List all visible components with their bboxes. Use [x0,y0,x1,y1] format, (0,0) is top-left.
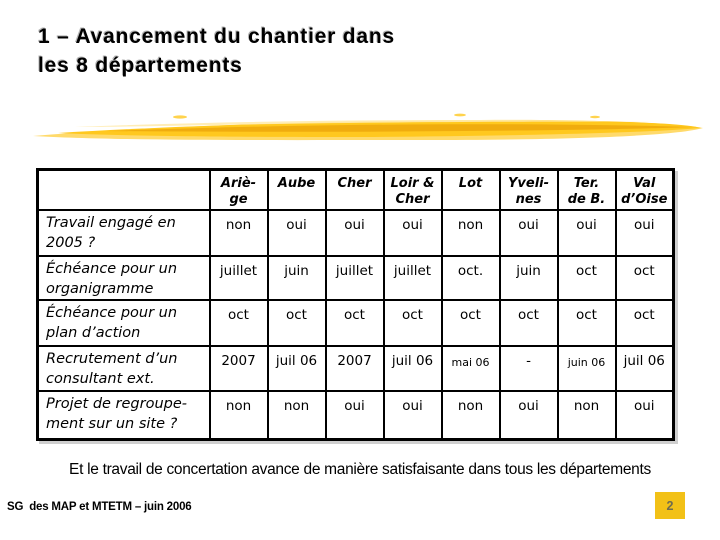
status-cell: juin 06 [556,345,617,392]
status-cell: oui [324,209,385,257]
table-row: Échéance pour un organigramme juillet juin… [36,255,675,301]
status-cell: non [208,209,269,257]
status-cell: mai 06 [440,345,501,392]
table-header-row: Ariè- ge Aube Cher Loir & Cher Lot Yveli- nes… [36,168,675,211]
status-cell: juillet [382,255,443,301]
row-label: Échéance pour un organigramme [36,255,211,301]
status-cell: oui [556,209,617,257]
brush-stroke-divider [33,113,703,141]
status-cell: oct [440,299,501,347]
status-cell: juin [266,255,327,301]
status-cell: 2007 [208,345,269,392]
status-cell: - [498,345,559,392]
page-number: 2 [666,498,674,513]
status-cell: oct [614,255,675,301]
row-label: Projet de regroupe- ment sur un site ? [36,390,211,440]
column-header: Ariè- ge [208,168,269,211]
status-cell: oct [324,299,385,347]
department-status-table: Ariè- ge Aube Cher Loir & Cher Lot Yveli- nes… [36,168,675,441]
status-cell: oct. [440,255,501,301]
status-cell: juillet [324,255,385,301]
footer-text: SG des MAP et MTETM – juin 2006 [7,501,192,513]
column-header: Aube [266,168,327,211]
closing-note: Et le travail de concertation avance de … [69,461,651,478]
table-row: Travail engagé en 2005 ? non oui oui oui non o… [36,209,675,257]
status-cell: oui [614,209,675,257]
status-cell: oui [614,390,675,440]
column-header: Loir & Cher [382,168,443,211]
row-label: Échéance pour un plan d’action [36,299,211,347]
table-corner-cell [36,168,211,211]
row-label: Travail engagé en 2005 ? [36,209,211,257]
status-cell: oui [266,209,327,257]
column-header: Val d’Oise [614,168,675,211]
status-cell: oct [498,299,559,347]
status-cell: non [266,390,327,440]
status-cell: oui [498,209,559,257]
table-body: Travail engagé en 2005 ? non oui oui oui non o… [36,209,675,440]
status-cell: oui [382,390,443,440]
table-row: Projet de regroupe- ment sur un site ? no… [36,390,675,440]
status-cell: juin [498,255,559,301]
column-header: Ter. de B. [556,168,617,211]
status-cell: oct [556,299,617,347]
column-header: Lot [440,168,501,211]
column-header: Cher [324,168,385,211]
status-cell: oui [382,209,443,257]
status-cell: juil 06 [614,345,675,392]
status-cell: non [440,390,501,440]
table-row: Recrutement d’un consultant ext. 2007 juil… [36,345,675,392]
status-cell: juil 06 [266,345,327,392]
status-cell: oct [556,255,617,301]
column-header: Yveli- nes [498,168,559,211]
status-cell: oct [266,299,327,347]
status-cell: oct [614,299,675,347]
status-cell: non [556,390,617,440]
slide-title: 1 – Avancement du chantier dans les 8 dé… [38,25,396,77]
status-cell: oct [208,299,269,347]
row-label: Recrutement d’un consultant ext. [36,345,211,392]
status-cell: oui [324,390,385,440]
status-cell: oui [498,390,559,440]
status-cell: non [208,390,269,440]
page-number-badge: 2 [655,492,685,519]
status-cell: 2007 [324,345,385,392]
status-cell: juillet [208,255,269,301]
table-row: Échéance pour un plan d’action oct oct oct o… [36,299,675,347]
status-cell: non [440,209,501,257]
status-cell: juil 06 [382,345,443,392]
status-cell: oct [382,299,443,347]
